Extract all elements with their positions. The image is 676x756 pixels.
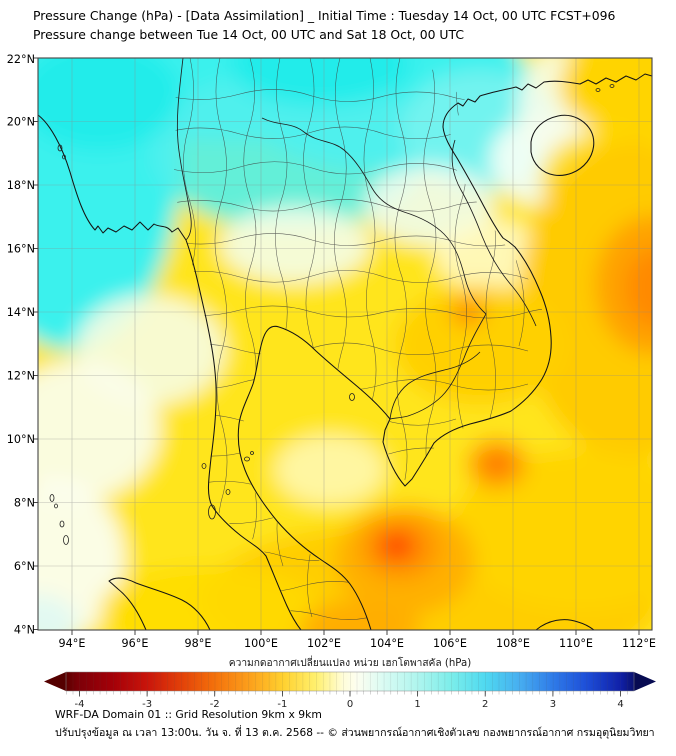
colorbar: ความกดอากาศเปลี่ยนแปลง หน่วย เฮกโตพาสคัล…: [44, 655, 656, 710]
lat-tick-label: 22°N: [7, 53, 35, 66]
lat-tick-label: 10°N: [7, 433, 35, 446]
longitude-axis: 94°E 96°E 98°E 100°E 102°E 104°E 106°E 1…: [59, 630, 656, 650]
colorbar-tick-label: -3: [142, 699, 152, 710]
lon-tick-label: 94°E: [59, 637, 86, 650]
islands: [49, 84, 615, 545]
latitude-axis: 22°N 20°N 18°N 16°N 14°N 12°N 10°N 8°N 6…: [7, 53, 38, 637]
lat-tick-label: 18°N: [7, 179, 35, 192]
lat-tick-label: 12°N: [7, 370, 35, 383]
coast-myanmar-malay-west: [38, 114, 302, 630]
colorbar-right-arrow: [634, 672, 656, 691]
coast-sumatra: [108, 577, 211, 630]
colorbar-segments: [66, 672, 634, 691]
colorbar-tick-label: 1: [414, 699, 420, 710]
colorbar-tick-label: -2: [210, 699, 220, 710]
coastlines: [38, 73, 652, 630]
lon-tick-label: 102°E: [307, 637, 341, 650]
footer: WRF-DA Domain 01 :: Grid Resolution 9km …: [55, 705, 655, 743]
coast-hainan-island: [530, 114, 595, 176]
lat-tick-label: 4°N: [14, 624, 35, 637]
lon-tick-label: 98°E: [185, 637, 212, 650]
lon-tick-label: 96°E: [122, 637, 149, 650]
map-title: Pressure Change (hPa) - [Data Assimilati…: [33, 8, 616, 23]
lat-tick-label: 6°N: [14, 560, 35, 573]
update-credit-note: ปรับปรุงข้อมูล ณ เวลา 13:00น. วัน จ. ที่…: [55, 727, 655, 739]
country-borders: [176, 58, 537, 420]
header: Pressure Change (hPa) - [Data Assimilati…: [33, 7, 615, 44]
lon-tick-label: 110°E: [559, 637, 593, 650]
coast-gulf-vietnam-china: [237, 73, 652, 630]
lon-tick-label: 112°E: [622, 637, 656, 650]
coast-borneo: [535, 619, 595, 630]
colorbar-left-arrow: [44, 672, 66, 691]
lat-tick-label: 16°N: [7, 243, 35, 256]
domain-resolution-note: WRF-DA Domain 01 :: Grid Resolution 9km …: [55, 708, 322, 721]
colorbar-tick-label: 0: [347, 699, 353, 710]
colorbar-major-ticks: [79, 691, 621, 697]
lat-tick-label: 14°N: [7, 306, 35, 319]
lat-tick-label: 20°N: [7, 116, 35, 129]
map-subtitle: Pressure change between Tue 14 Oct, 00 U…: [33, 26, 464, 42]
lon-tick-label: 104°E: [370, 637, 404, 650]
lon-tick-label: 100°E: [244, 637, 278, 650]
lat-tick-label: 8°N: [14, 497, 35, 510]
map-color-field: [38, 58, 652, 630]
lon-tick-label: 108°E: [496, 637, 530, 650]
colorbar-tick-label: 3: [550, 699, 556, 710]
colorbar-title: ความกดอากาศเปลี่ยนแปลง หน่วย เฮกโตพาสคัล…: [229, 655, 471, 669]
colorbar-tick-label: 4: [617, 699, 623, 710]
colorbar-tick-label: -1: [277, 699, 287, 710]
colorbar-tick-label: 2: [482, 699, 488, 710]
colorbar-tick-label: -4: [75, 699, 85, 710]
map-frame: [37, 57, 653, 631]
lon-tick-label: 106°E: [433, 637, 467, 650]
